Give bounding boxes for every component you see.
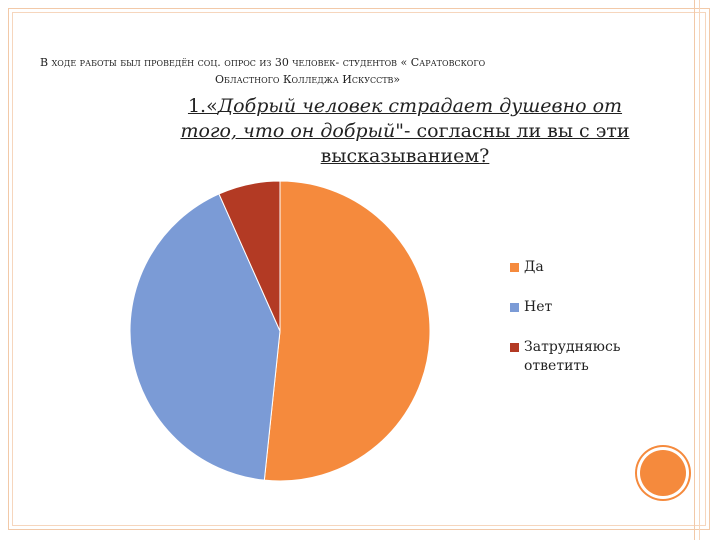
survey-description-line2: Областного Колледжа Искусств»: [215, 73, 401, 86]
pie-slice-1: [263, 180, 431, 482]
legend-label: Нет: [524, 299, 553, 315]
survey-description: В ходе работы был проведён соц. опрос из…: [40, 54, 630, 88]
pie-slice-3: [218, 180, 281, 332]
question-title: 1.«Добрый человек страдает душевно от то…: [170, 94, 640, 169]
decor-vertical-line-2: [699, 0, 700, 540]
legend-item: Да: [510, 258, 660, 277]
decor-vertical-line: [694, 0, 695, 540]
legend-item: Нет: [510, 298, 660, 317]
pie-chart: [129, 180, 431, 482]
slide-frame-outer: [8, 8, 710, 530]
slide-frame-inner: [12, 12, 706, 526]
legend-swatch: [510, 343, 519, 352]
pie-slice-2: [129, 193, 281, 481]
legend-swatch: [510, 303, 519, 312]
chart-legend: Да Нет Затрудняюсь ответить: [510, 258, 660, 397]
survey-description-line1: В ходе работы был проведён соц. опрос из…: [40, 56, 486, 69]
question-number: 1.«: [187, 95, 218, 117]
legend-label: Затрудняюсь ответить: [524, 339, 621, 374]
legend-item: Затрудняюсь ответить: [510, 338, 660, 376]
legend-swatch: [510, 263, 519, 272]
decor-orange-circle: [640, 450, 686, 496]
question-quote: Добрый человек страдает душевно от того,…: [180, 95, 623, 142]
legend-label: Да: [524, 259, 544, 275]
question-rest: - согласны ли вы с эти высказыванием?: [320, 120, 630, 167]
